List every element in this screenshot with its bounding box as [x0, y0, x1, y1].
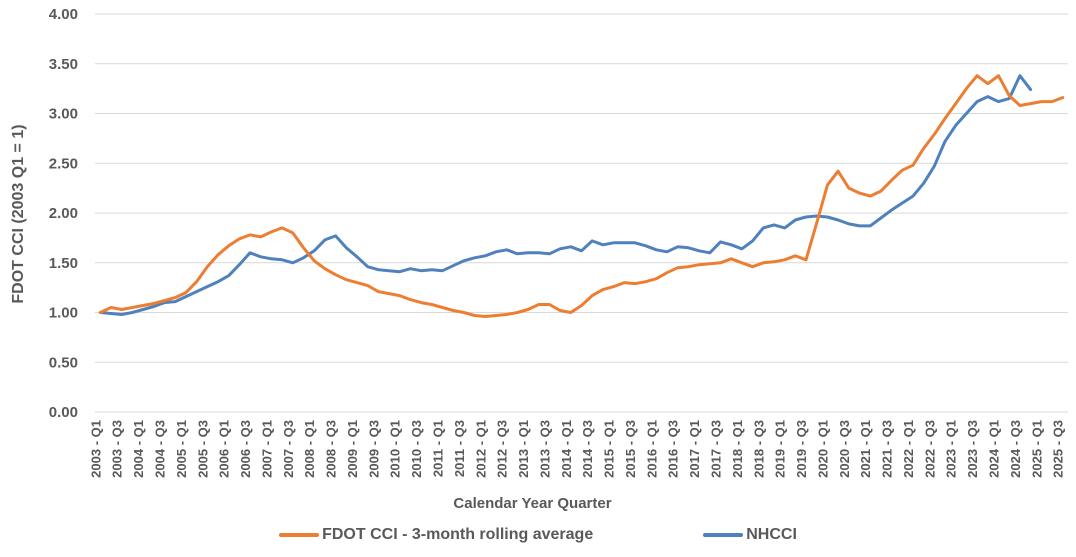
x-tick-label: 2017 - Q3 [709, 420, 724, 478]
x-tick-label: 2016 - Q3 [666, 420, 681, 478]
y-tick-label: 2.00 [49, 205, 78, 222]
x-axis-title: Calendar Year Quarter [453, 495, 612, 512]
x-tick-label: 2021 - Q3 [880, 420, 895, 478]
plot-area: 0.00 0.50 1.00 1.50 2.00 2.50 3.00 3.50 4.00 2003… [49, 6, 1068, 478]
x-tick-label: 2004 - Q3 [153, 420, 168, 478]
legend-label-nhcci: NHCCI [746, 526, 797, 543]
x-tick-label: 2006 - Q3 [238, 420, 253, 478]
x-tick-label: 2018 - Q1 [730, 420, 745, 478]
x-tick-label: 2011 - Q1 [431, 420, 446, 477]
x-tick-label: 2022 - Q1 [901, 420, 916, 478]
x-tick-label: 2008 - Q1 [302, 420, 317, 478]
x-tick-label: 2012 - Q3 [495, 420, 510, 478]
x-tick-label: 2003 - Q1 [88, 420, 103, 478]
x-tick-label: 2010 - Q3 [409, 420, 424, 478]
x-tick-label: 2015 - Q1 [602, 420, 617, 478]
x-tick-label: 2017 - Q1 [687, 420, 702, 478]
y-tick-label: 1.00 [49, 305, 78, 322]
legend-item-nhcci: NHCCI [703, 526, 797, 544]
y-axis-title: FDOT CCI (2003 Q1 = 1) [10, 124, 27, 304]
x-tick-label: 2018 - Q3 [751, 420, 766, 478]
series-line-fdot-cci [98, 74, 1065, 318]
x-tick-label: 2025 - Q1 [1029, 420, 1044, 478]
x-tick-label: 2023 - Q3 [965, 420, 980, 478]
x-tick-label: 2021 - Q1 [858, 420, 873, 478]
x-tick-label: 2023 - Q1 [944, 420, 959, 478]
x-tick-label: 2008 - Q3 [324, 420, 339, 478]
x-tick-label: 2019 - Q1 [773, 420, 788, 478]
x-tick-label: 2024 - Q1 [987, 420, 1002, 478]
y-tick-label: 0.00 [49, 404, 78, 421]
legend-label-fdot-cci: FDOT CCI - 3-month rolling average [322, 526, 594, 543]
y-tick-label: 3.50 [49, 56, 78, 73]
x-tick-label: 2011 - Q3 [452, 420, 467, 477]
x-tick-label: 2006 - Q1 [217, 420, 232, 478]
x-tick-label: 2014 - Q1 [559, 420, 574, 478]
x-tick-label: 2007 - Q1 [259, 420, 274, 478]
y-tick-label: 0.50 [49, 354, 78, 371]
x-tick-label: 2013 - Q3 [537, 420, 552, 478]
x-tick-label: 2007 - Q3 [281, 420, 296, 478]
x-tick-label: 2010 - Q1 [388, 420, 403, 478]
x-tick-label: 2005 - Q1 [174, 420, 189, 478]
x-tick-label: 2022 - Q3 [922, 420, 937, 478]
y-tick-label: 4.00 [49, 6, 78, 23]
legend-item-fdot-cci: FDOT CCI - 3-month rolling average [279, 526, 593, 544]
fdot-cci-line-swatch [279, 533, 320, 537]
x-tick-label: 2009 - Q1 [345, 420, 360, 478]
x-tick-label: 2012 - Q1 [473, 420, 488, 478]
y-tick-label: 1.50 [49, 255, 78, 272]
y-tick-label: 3.00 [49, 106, 78, 123]
x-tick-label: 2014 - Q3 [580, 420, 595, 478]
x-tick-label: 2004 - Q1 [131, 420, 146, 478]
x-tick-label: 2025 - Q3 [1051, 420, 1066, 478]
x-tick-label: 2016 - Q1 [644, 420, 659, 478]
chart-legend: FDOT CCI - 3-month rolling average NHCCI [0, 526, 1076, 544]
x-tick-label: 2020 - Q1 [815, 420, 830, 478]
y-tick-label: 2.50 [49, 155, 78, 172]
x-tick-label: 2013 - Q1 [516, 420, 531, 478]
nhcci-line-swatch [703, 533, 744, 537]
x-tick-label: 2019 - Q3 [794, 420, 809, 478]
x-tick-label: 2020 - Q3 [837, 420, 852, 478]
series-line-nhcci [98, 74, 1033, 316]
x-tick-label: 2015 - Q3 [623, 420, 638, 478]
x-tick-label: 2005 - Q3 [195, 420, 210, 478]
x-tick-label: 2003 - Q3 [110, 420, 125, 478]
x-tick-label: 2009 - Q3 [366, 420, 381, 478]
x-tick-label: 2024 - Q3 [1008, 420, 1023, 478]
